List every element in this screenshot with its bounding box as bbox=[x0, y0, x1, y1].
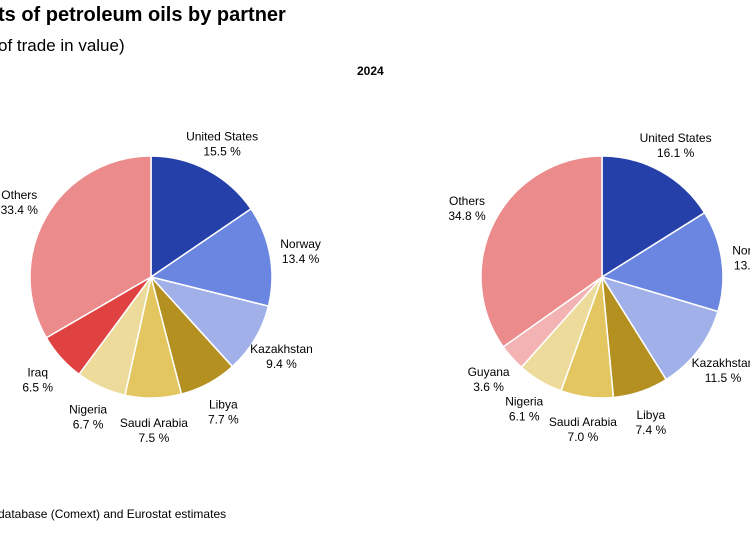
source-note: database (Comext) and Eurostat estimates bbox=[0, 507, 227, 521]
pie2-slice-united-states bbox=[601, 155, 706, 279]
pie2-label-others: Others 34.8 % bbox=[448, 194, 486, 223]
pie1-slice-others bbox=[29, 155, 152, 339]
pie1-label-nigeria: Nigeria 6.7 % bbox=[69, 402, 107, 431]
pie2-label-nigeria: Nigeria 6.1 % bbox=[505, 395, 543, 424]
pie1-label-others: Others 33.4 % bbox=[1, 188, 39, 217]
pie2-label-united-states: United States 16.1 % bbox=[640, 131, 712, 160]
pie1-label-norway: Norway 13.4 % bbox=[280, 237, 321, 266]
pie2-label-kazakhstan: Kazakhstan 11.5 % bbox=[692, 356, 750, 385]
chart-title: ts of petroleum oils by partner bbox=[0, 4, 286, 26]
pie1-label-libya: Libya 7.7 % bbox=[208, 398, 239, 427]
pie1-slice-united-states bbox=[150, 155, 253, 279]
chart-subtitle: of trade in value) bbox=[0, 36, 125, 55]
pie2-label-guyana: Guyana 3.6 % bbox=[468, 365, 510, 394]
pie1-label-kazakhstan: Kazakhstan 9.4 % bbox=[250, 342, 313, 371]
pie2-label-saudi-arabia: Saudi Arabia 7.0 % bbox=[549, 415, 617, 444]
pie2-slice-norway bbox=[600, 211, 724, 313]
pie1-label-saudi-arabia: Saudi Arabia 7.5 % bbox=[120, 416, 188, 445]
pie1-label-iraq: Iraq 6.5 % bbox=[22, 365, 53, 394]
pie2-slice-kazakhstan bbox=[600, 275, 719, 381]
pie2-label-libya: Libya 7.4 % bbox=[635, 408, 666, 437]
pie1-label-united-states: United States 15.5 % bbox=[186, 130, 258, 159]
pie1-slice-norway bbox=[149, 207, 273, 308]
panel-title-2024: 2024 bbox=[357, 64, 384, 78]
pie2-slice-others bbox=[480, 155, 603, 348]
